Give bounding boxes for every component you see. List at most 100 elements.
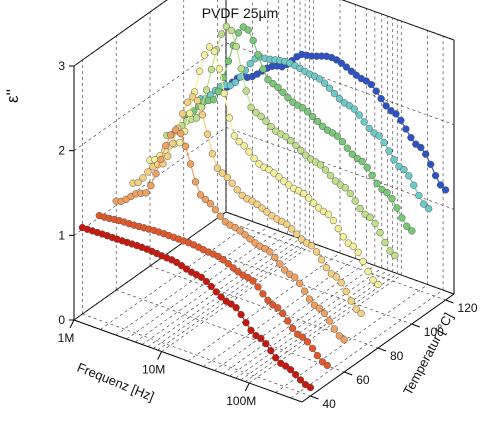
- data-point: [246, 60, 254, 68]
- data-point: [284, 93, 292, 102]
- x-tick: [157, 351, 163, 360]
- data-point: [422, 150, 430, 158]
- data-point: [147, 182, 155, 190]
- data-point: [203, 130, 212, 138]
- data-point: [292, 141, 300, 150]
- data-point: [297, 146, 305, 155]
- data-point: [300, 189, 308, 198]
- y-tick: [377, 347, 387, 352]
- data-point: [392, 110, 400, 118]
- data-point: [296, 376, 305, 384]
- data-point: [269, 80, 277, 88]
- data-point: [291, 273, 299, 281]
- data-point: [152, 170, 160, 178]
- series-70: [129, 93, 365, 318]
- data-point: [309, 199, 318, 207]
- data-point: [245, 148, 253, 156]
- data-point: [349, 242, 357, 250]
- chart-ticks: 0 1 2 3 1M 10M 100M 40 60 80 100 120: [58, 59, 478, 411]
- data-point: [398, 214, 406, 222]
- chart-gridlines: [73, 0, 455, 399]
- y-tick: [310, 395, 319, 400]
- floor-grid-line: [222, 265, 376, 374]
- data-point: [391, 251, 399, 260]
- floor-grid-line: [161, 243, 314, 352]
- data-point: [331, 177, 340, 185]
- y-tick-label: 100: [424, 325, 444, 339]
- y-tick: [411, 323, 420, 328]
- data-point: [202, 86, 211, 94]
- data-point: [313, 351, 322, 360]
- data-point: [220, 89, 228, 98]
- x-tick-label: 100M: [226, 394, 256, 408]
- data-point: [417, 143, 425, 152]
- data-point: [250, 154, 258, 163]
- data-point: [364, 267, 372, 276]
- data-point: [397, 116, 405, 125]
- x-tick: [244, 382, 250, 392]
- data-point: [240, 142, 248, 150]
- data-point: [254, 51, 262, 59]
- data-point: [264, 296, 272, 304]
- data-point: [295, 279, 304, 287]
- floor-grid-line: [245, 273, 398, 382]
- data-point: [198, 111, 207, 119]
- data-point: [325, 317, 334, 325]
- data-point: [262, 340, 270, 348]
- series-40: [78, 223, 315, 392]
- floor-grid-line: [235, 269, 388, 379]
- data-point: [335, 95, 344, 103]
- data-point: [258, 204, 266, 212]
- data-point: [195, 67, 204, 75]
- floor-grid-line: [229, 267, 382, 377]
- data-point: [431, 171, 440, 180]
- data-point: [359, 257, 367, 266]
- data-point: [383, 188, 391, 197]
- data-point: [368, 171, 376, 180]
- data-point: [369, 276, 377, 284]
- data-point: [420, 200, 428, 208]
- data-point: [314, 204, 323, 212]
- data-point: [244, 273, 252, 282]
- data-point: [286, 366, 295, 374]
- series-120: [213, 50, 450, 194]
- data-point: [360, 118, 368, 126]
- data-point: [191, 178, 200, 186]
- data-point: [267, 347, 275, 355]
- data-point: [183, 98, 192, 106]
- data-point: [237, 310, 245, 319]
- data-point: [376, 228, 384, 237]
- data-point: [348, 150, 356, 158]
- data-point: [246, 235, 254, 243]
- data-point: [288, 324, 297, 333]
- data-point: [325, 84, 334, 92]
- data-point: [200, 51, 209, 59]
- data-point: [218, 169, 226, 177]
- data-point: [213, 164, 222, 172]
- data-point: [313, 117, 322, 126]
- data-point: [299, 104, 307, 112]
- data-point: [206, 200, 215, 208]
- data-point: [237, 65, 245, 73]
- data-point: [351, 197, 359, 205]
- data-point: [393, 204, 401, 212]
- data-point: [211, 206, 220, 214]
- z-tick-label: 1: [58, 228, 65, 242]
- data-point: [291, 370, 300, 379]
- data-point: [188, 93, 197, 101]
- data-point: [356, 204, 364, 213]
- data-point: [235, 137, 243, 146]
- data-point: [312, 248, 321, 256]
- data-point: [186, 109, 194, 117]
- data-point: [227, 26, 235, 35]
- data-point: [380, 138, 388, 147]
- data-point: [347, 297, 355, 305]
- series-90: [163, 22, 399, 260]
- data-point: [281, 266, 289, 274]
- data-point: [337, 279, 345, 287]
- series-60: [112, 126, 348, 344]
- data-point: [241, 231, 249, 239]
- data-point: [362, 77, 370, 85]
- data-point: [324, 210, 333, 218]
